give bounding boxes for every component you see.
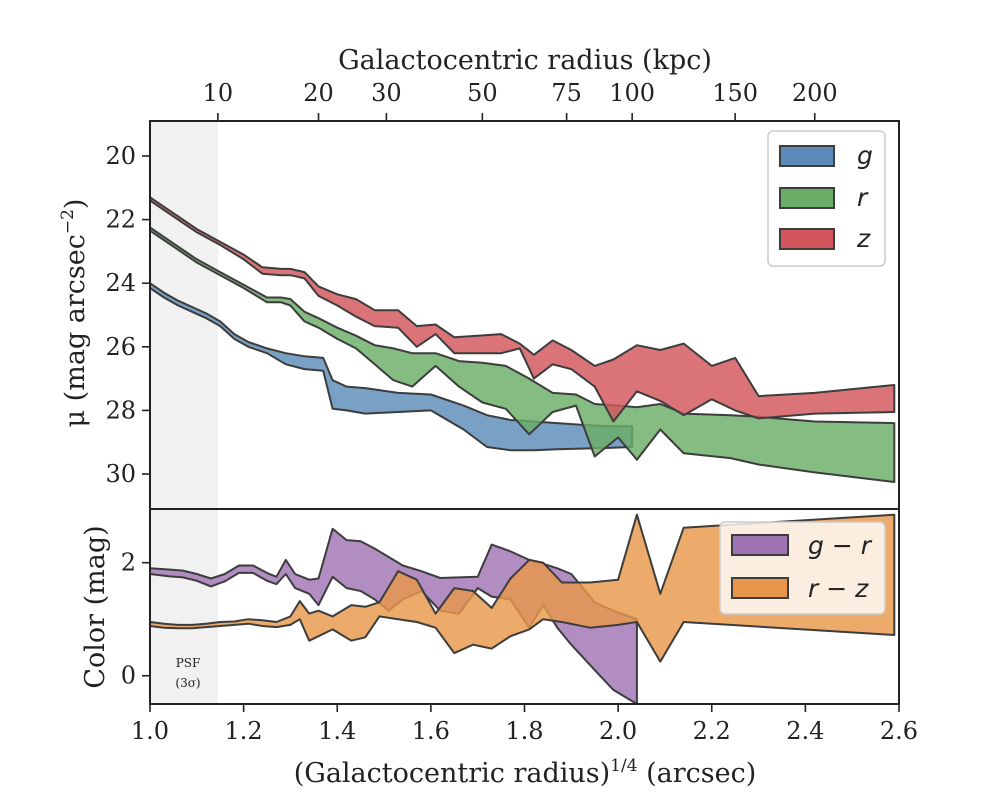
top-y-tick-label: 26	[105, 333, 136, 361]
band-bottom-1	[149, 513, 896, 663]
x-tick-label: 1.2	[225, 717, 263, 745]
x-tick-label: 1.0	[131, 717, 169, 745]
top-x-tick-label: 10	[203, 79, 234, 107]
legend-label-g: g	[857, 141, 873, 170]
top-y-axis-label: μ (mag arcsec−2)	[58, 199, 91, 428]
psf-label: PSF	[176, 656, 201, 670]
legend-label-r-z: r − z	[808, 574, 869, 603]
top-x-tick-label: 50	[467, 79, 498, 107]
top-x-tick-label: 200	[792, 79, 838, 107]
top-panel-bands	[149, 196, 896, 483]
bottom-y-tick-label: 2	[121, 549, 136, 577]
legend-label-z: z	[856, 224, 871, 253]
x-tick-label: 1.4	[318, 717, 356, 745]
band-top-1	[149, 226, 896, 483]
axis-ticks: 20 22 24 26 28 30 10 20 30 50 75 100 150 200 0 2 1.0 1.2 1…	[105, 79, 918, 745]
bottom-legend: g − r r − z	[719, 521, 886, 615]
top-y-tick-label: 24	[105, 269, 136, 297]
x-tick-label: 2.0	[599, 717, 637, 745]
top-y-tick-label: 28	[105, 396, 136, 424]
legend-label-r: r	[857, 183, 869, 212]
top-x-tick-label: 100	[609, 79, 655, 107]
legend-swatch-r	[779, 187, 835, 209]
x-tick-label: 2.2	[693, 717, 731, 745]
top-x-tick-label: 150	[712, 79, 758, 107]
top-x-tick-label: 75	[551, 79, 582, 107]
psf-sigma-label: (3σ)	[175, 676, 200, 690]
top-y-tick-label: 22	[105, 206, 136, 234]
legend-swatch-z	[779, 228, 835, 250]
bottom-y-axis-label: Color (mag)	[80, 525, 111, 688]
x-axis-label: (Galactocentric radius)1/4 (arcsec)	[294, 756, 757, 789]
band-top-2	[149, 196, 896, 423]
top-x-tick-label: 30	[371, 79, 402, 107]
legend-swatch-g	[779, 145, 835, 167]
x-tick-label: 2.4	[786, 717, 824, 745]
top-y-tick-label: 30	[105, 460, 136, 488]
x-tick-label: 1.6	[412, 717, 450, 745]
top-legend: g r z	[767, 130, 886, 267]
legend-swatch-r-z	[731, 577, 789, 599]
psf-shade-bottom	[150, 509, 218, 704]
x-tick-label: 2.6	[880, 717, 918, 745]
top-x-axis-label: Galactocentric radius (kpc)	[338, 45, 712, 76]
top-x-tick-label: 20	[303, 79, 334, 107]
legend-swatch-g-r	[731, 534, 789, 556]
bottom-y-tick-label: 0	[121, 662, 136, 690]
x-tick-label: 1.8	[505, 717, 543, 745]
top-y-tick-label: 20	[105, 142, 136, 170]
legend-label-g-r: g − r	[808, 531, 873, 560]
